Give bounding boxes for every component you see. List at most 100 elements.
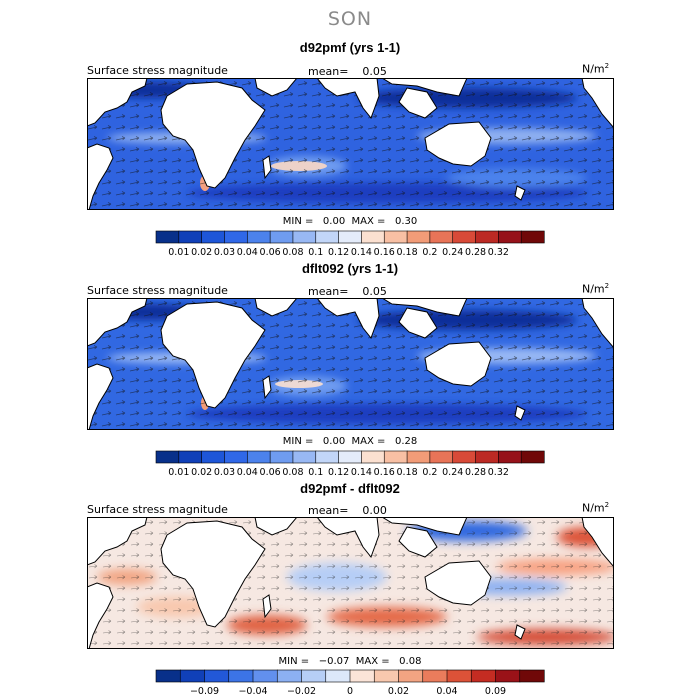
colorbar-tick-label: 0.04	[237, 467, 258, 478]
colorbar-tick-label: 0.14	[351, 467, 372, 478]
colorbar-swatch	[315, 230, 340, 244]
panel-3-units: N/m2	[582, 501, 609, 515]
colorbar-tick-label: −0.09	[190, 686, 219, 697]
colorbar-swatch	[155, 230, 180, 244]
colorbar-swatch	[292, 450, 317, 464]
colorbar-swatch	[201, 230, 226, 244]
colorbar-tick-label: −0.04	[238, 686, 267, 697]
panel-3-units-exponent: 2	[604, 501, 610, 509]
panel-1-minmax: MIN = 0.00 MAX = 0.30	[0, 216, 700, 227]
madagascar	[262, 155, 272, 180]
colorbar-tick-label: 0.02	[191, 467, 212, 478]
colorbar-swatch	[292, 230, 317, 244]
panel-1-map	[87, 78, 614, 210]
colorbar-swatch	[246, 230, 271, 244]
colorbar-swatch	[246, 450, 271, 464]
colorbar-swatch	[429, 230, 454, 244]
colorbar-swatch	[361, 230, 385, 244]
south-america-south	[87, 143, 114, 210]
colorbar-tick-label: 0.28	[465, 467, 486, 478]
colorbar-swatch	[406, 230, 431, 244]
colorbar-tick-label: 0.2	[422, 467, 437, 478]
colorbar-swatch	[276, 669, 303, 683]
colorbar-swatch	[252, 669, 278, 683]
colorbar-tick-label: 0.03	[214, 247, 235, 258]
south-america-south	[87, 363, 114, 430]
colorbar-tick-label: 0.28	[465, 247, 486, 258]
colorbar-tick-label: 0.04	[436, 686, 457, 697]
colorbar-tick-label: 0.1	[308, 247, 323, 258]
east-asia	[381, 298, 468, 317]
panel-1-mean-value: 0.05	[362, 65, 387, 78]
colorbar-tick-label: 0.32	[488, 247, 509, 258]
maritime-continent	[398, 526, 438, 558]
panel-3-map	[87, 517, 614, 649]
panel-2-variable-label: Surface stress magnitude	[87, 284, 228, 297]
colorbar-swatch	[498, 450, 522, 464]
colorbar-swatch	[520, 230, 545, 244]
madagascar	[262, 375, 272, 400]
colorbar-swatch	[398, 669, 424, 683]
colorbar-tick-label: 0.1	[308, 467, 323, 478]
south-asia	[316, 517, 380, 559]
panel-3-colorbar: −0.09 −0.04 −0.02 0 0.02 0.04 0.09	[155, 669, 545, 697]
arabia	[254, 78, 298, 97]
colorbar-tick-label: 0.02	[191, 247, 212, 258]
colorbar-swatch	[338, 450, 363, 464]
east-asia	[381, 517, 468, 536]
continents	[87, 298, 614, 430]
panel-3-max-value: 0.08	[399, 656, 422, 667]
panel-3-max-label: MAX =	[355, 656, 390, 667]
south-america-south	[87, 582, 114, 649]
colorbar-swatch	[429, 450, 454, 464]
panel-2-units-base: N/m	[582, 282, 605, 296]
colorbar-tick-label: 0.18	[396, 467, 417, 478]
panel-3-mean-value: 0.00	[362, 504, 387, 517]
panel-1-colorbar: 0.01 0.02 0.03 0.04 0.06 0.08 0.1 0.12 0.14 0.16 0…	[155, 230, 545, 258]
panel-2-mean-value: 0.05	[362, 285, 387, 298]
colorbar-tick-label: 0.03	[214, 467, 235, 478]
arabia	[254, 517, 298, 536]
colorbar-swatch	[475, 450, 499, 464]
panel-2-frame	[87, 298, 614, 430]
north-america	[581, 78, 614, 129]
maritime-continent	[398, 307, 438, 339]
colorbar-tick-label: −0.02	[287, 686, 316, 697]
colorbar-swatch	[178, 230, 203, 244]
south-asia	[316, 298, 380, 340]
panel-2-colorbar: 0.01 0.02 0.03 0.04 0.06 0.08 0.1 0.12 0.14 0.16 0…	[155, 450, 545, 478]
colorbar-swatch	[519, 669, 545, 683]
colorbar-swatch	[498, 230, 522, 244]
south-america-north	[87, 298, 148, 347]
panel-1-max-value: 0.30	[394, 216, 418, 227]
australia	[424, 560, 492, 606]
south-america-north	[87, 517, 148, 566]
colorbar-swatch	[452, 230, 477, 244]
panel-3-min-label: MIN =	[278, 656, 310, 667]
panel-3-mean: mean= 0.00	[308, 504, 387, 517]
australia	[424, 341, 492, 387]
australia	[424, 121, 492, 167]
panel-3-variable-label: Surface stress magnitude	[87, 503, 228, 516]
panel-2-minmax: MIN = 0.00 MAX = 0.28	[0, 436, 700, 447]
panel-1-mean-label: mean=	[308, 65, 349, 78]
madagascar	[262, 594, 272, 619]
colorbar-swatch	[406, 450, 431, 464]
africa	[160, 520, 266, 628]
colorbar-swatch	[422, 669, 448, 683]
africa	[160, 81, 266, 189]
new-zealand	[514, 624, 526, 640]
panel-1-frame	[87, 78, 614, 210]
colorbar-tick-label: 0	[347, 686, 353, 697]
colorbar-swatch	[470, 669, 497, 683]
panel-1-units-base: N/m	[582, 62, 605, 76]
colorbar-tick-label: 0.12	[328, 247, 349, 258]
panel-3-units-base: N/m	[582, 501, 605, 515]
colorbar-swatch	[495, 669, 521, 683]
africa	[160, 301, 266, 409]
colorbar-tick-label: 0.09	[485, 686, 506, 697]
colorbar-tick-label: 0.24	[442, 247, 463, 258]
colorbar-swatch	[383, 230, 408, 244]
colorbar-swatch	[349, 669, 375, 683]
colorbar-swatch	[446, 669, 472, 683]
